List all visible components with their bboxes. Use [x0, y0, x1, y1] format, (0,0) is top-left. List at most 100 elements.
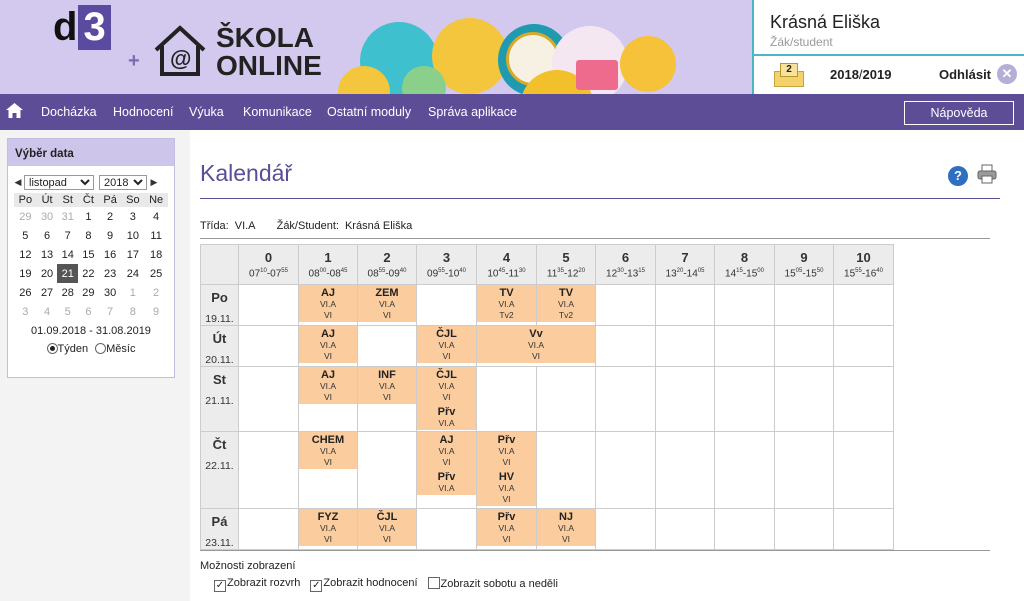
option-show-weekend[interactable]: Zobrazit sobotu a neděli [427, 577, 558, 592]
calendar-day[interactable]: 5 [22, 229, 29, 242]
nav-item-ostatni-moduly[interactable]: Ostatní moduly [327, 105, 412, 119]
lesson-block[interactable]: ČJL VI.A VI [358, 509, 416, 546]
calendar-day[interactable]: 19 [19, 267, 32, 280]
lesson-block[interactable]: AJ VI.A VI [417, 432, 476, 469]
lesson-subject: Přv [437, 406, 456, 418]
lesson-block[interactable]: INF VI.A VI [358, 367, 416, 404]
sidebar: Výběr data ◀ listopad 2018 ▶ Po Út St Čt Pá S… [0, 130, 190, 601]
calendar-day[interactable]: 4 [153, 210, 160, 223]
calendar-day[interactable]: 9 [153, 305, 160, 318]
calendar-day[interactable]: 7 [64, 229, 71, 242]
calendar-day[interactable]: 9 [107, 229, 114, 242]
view-week-label: Týden [57, 343, 89, 355]
lesson-block[interactable]: TV VI.A Tv2 [537, 285, 595, 322]
calendar-day[interactable]: 4 [44, 305, 51, 318]
calendar-day[interactable]: 29 [82, 286, 95, 299]
show-grades-checkbox[interactable]: ✓ [310, 580, 323, 592]
calendar-day[interactable]: 14 [61, 248, 74, 261]
calendar-day[interactable]: 16 [103, 248, 117, 261]
calendar-day[interactable]: 17 [126, 248, 139, 261]
nav-item-hodnoceni[interactable]: Hodnocení [113, 105, 174, 119]
lesson-block[interactable]: Přv VI.A [417, 469, 476, 495]
lesson-block[interactable]: AJ VI.A VI [299, 367, 357, 404]
option-show-grades[interactable]: ✓ Zobrazit hodnocení [310, 577, 418, 592]
calendar-day[interactable]: 1 [129, 286, 136, 299]
show-weekend-checkbox[interactable] [427, 577, 440, 589]
messages-envelope-icon[interactable]: 2 [774, 63, 804, 87]
calendar-day[interactable]: 21 [57, 264, 79, 283]
calendar-day[interactable]: 2 [153, 286, 160, 299]
calendar-day[interactable]: 3 [22, 305, 29, 318]
period-header: 5 1135-1220 [536, 244, 596, 285]
calendar-day[interactable]: 2 [107, 210, 114, 223]
lesson-block[interactable]: ČJL VI.A VI [417, 367, 476, 404]
calendar-day[interactable]: 11 [150, 229, 162, 242]
calendar-day[interactable]: 6 [85, 305, 92, 318]
show-timetable-checkbox[interactable]: ✓ [214, 580, 226, 592]
lesson-subject: ČJL [436, 369, 457, 381]
lesson-block[interactable]: NJ VI.A VI [537, 509, 595, 546]
calendar-day[interactable]: 13 [40, 248, 54, 261]
lesson-block[interactable]: Přv VI.A [417, 404, 476, 430]
calendar-day[interactable]: 24 [126, 267, 139, 280]
lesson-block[interactable]: FYZ VI.A VI [299, 509, 357, 546]
calendar-day[interactable]: 12 [19, 248, 32, 261]
nav-item-vyuka[interactable]: Výuka [189, 105, 224, 119]
lesson-block[interactable]: ČJL VI.A VI [417, 326, 476, 363]
calendar-day[interactable]: 28 [61, 286, 74, 299]
lesson-block[interactable]: HV VI.A VI [477, 469, 536, 506]
calendar-day[interactable]: 29 [19, 210, 32, 223]
lesson-block[interactable]: ZEM VI.A VI [358, 285, 416, 322]
lesson-block[interactable]: TV VI.A Tv2 [477, 285, 536, 322]
option-show-timetable[interactable]: ✓ Zobrazit rozvrh [214, 577, 301, 592]
school-year[interactable]: 2018/2019 [830, 67, 892, 82]
calendar-day[interactable]: 30 [103, 286, 117, 299]
calendar-day[interactable]: 22 [82, 267, 95, 280]
day-date: 21.11. [205, 395, 234, 407]
calendar-day[interactable]: 7 [107, 305, 114, 318]
lesson-subject: Přv [437, 471, 456, 483]
help-button[interactable]: Nápověda [904, 101, 1014, 125]
lesson-block[interactable]: AJ VI.A VI [299, 326, 357, 363]
view-week-radio[interactable] [46, 343, 58, 354]
month-select[interactable]: listopad [24, 174, 94, 190]
view-month-radio[interactable] [95, 343, 107, 354]
next-month-arrow-icon[interactable]: ▶ [150, 176, 158, 187]
calendar-day[interactable]: 23 [103, 267, 117, 280]
main-navigation: Docházka Hodnocení Výuka Komunikace Osta… [0, 94, 1024, 130]
calendar-day[interactable]: 18 [149, 248, 163, 261]
lesson-detail: VI [382, 310, 392, 320]
lesson-block[interactable]: Přv VI.A VI [477, 509, 536, 546]
calendar-day[interactable]: 25 [149, 267, 163, 280]
lesson-block[interactable]: AJ VI.A VI [299, 285, 357, 322]
lesson-block[interactable]: CHEM VI.A VI [299, 432, 357, 469]
print-icon[interactable] [977, 164, 997, 184]
nav-item-dochazka[interactable]: Docházka [41, 105, 97, 119]
calendar-day[interactable]: 15 [82, 248, 95, 261]
calendar-day[interactable]: 8 [129, 305, 136, 318]
calendar-day[interactable]: 20 [40, 267, 54, 280]
calendar-day[interactable]: 27 [40, 286, 54, 299]
calendar-day[interactable]: 3 [129, 210, 136, 223]
calendar-day[interactable]: 6 [44, 229, 51, 242]
calendar-day[interactable]: 31 [61, 210, 74, 223]
weekday-header: Čt [78, 193, 99, 207]
year-select[interactable]: 2018 [99, 174, 147, 190]
calendar-day[interactable]: 1 [85, 210, 92, 223]
lesson-block[interactable]: Vv VI.A VI [477, 326, 595, 363]
nav-item-sprava-aplikace[interactable]: Správa aplikace [428, 105, 517, 119]
home-icon[interactable] [6, 103, 23, 118]
calendar-day[interactable]: 26 [19, 286, 32, 299]
close-icon[interactable]: ✕ [997, 64, 1017, 84]
period-header: 8 1415-1500 [714, 244, 775, 285]
lesson-block[interactable]: Přv VI.A VI [477, 432, 536, 469]
calendar-day[interactable]: 10 [126, 229, 139, 242]
help-icon[interactable]: ? [948, 166, 968, 186]
prev-month-arrow-icon[interactable]: ◀ [14, 176, 22, 187]
logout-link[interactable]: Odhlásit [939, 67, 992, 82]
calendar-day[interactable]: 5 [64, 305, 71, 318]
nav-item-komunikace[interactable]: Komunikace [243, 105, 312, 119]
calendar-day[interactable]: 8 [85, 229, 92, 242]
calendar-day[interactable]: 30 [40, 210, 54, 223]
